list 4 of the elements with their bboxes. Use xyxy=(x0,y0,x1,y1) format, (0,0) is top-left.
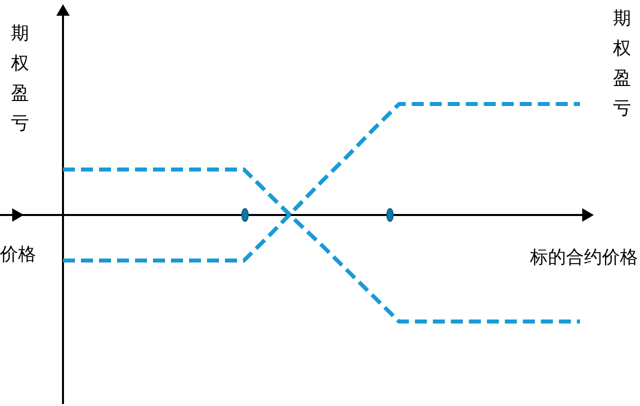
x-axis-title: 标的合约价格 xyxy=(529,247,638,268)
y2-axis-title: 期权盈亏 xyxy=(10,23,29,134)
text: 价格 xyxy=(0,244,36,265)
y-axis-title: 期权盈亏 xyxy=(612,8,631,119)
